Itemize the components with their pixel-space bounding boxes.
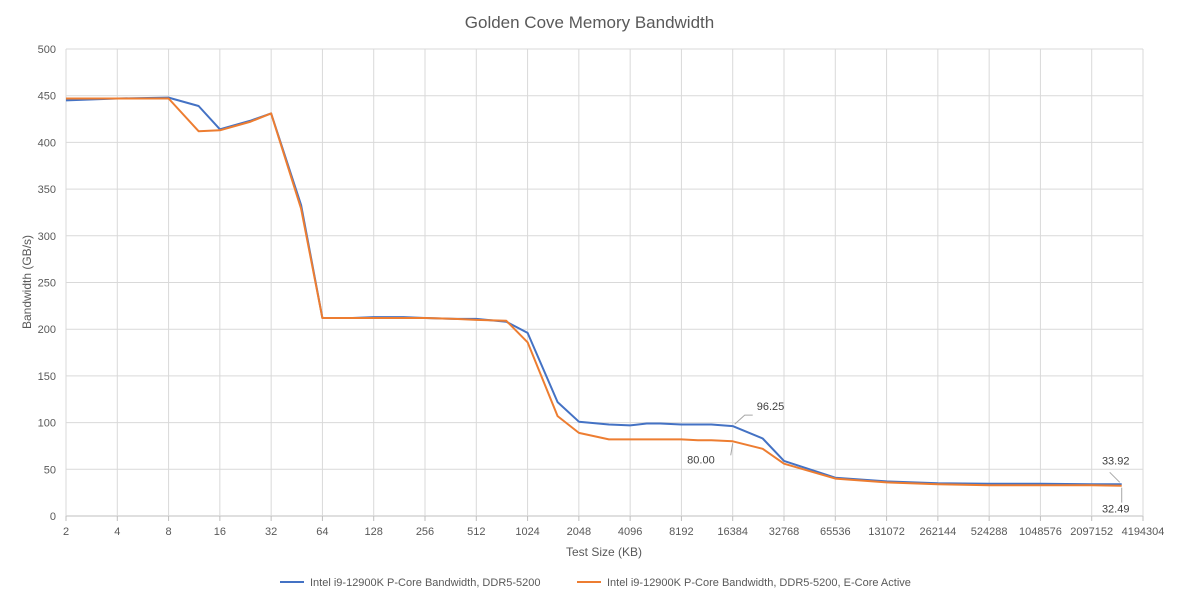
y-tick-label: 150 xyxy=(38,371,56,383)
y-tick-label: 200 xyxy=(38,324,56,336)
legend: Intel i9-12900K P-Core Bandwidth, DDR5-5… xyxy=(280,577,911,589)
y-tick-label: 500 xyxy=(38,44,56,56)
y-tick-label: 300 xyxy=(38,231,56,243)
x-tick-label: 1048576 xyxy=(1019,526,1062,538)
x-tick-label: 2 xyxy=(63,526,69,538)
x-axis-ticks: 2 4 8 16 32 64 128 256 512 1024 2048 4096 8192 16384 3… xyxy=(63,526,1164,538)
x-tick-label: 2097152 xyxy=(1070,526,1113,538)
y-tick-label: 0 xyxy=(50,511,56,523)
data-label-leader xyxy=(1109,471,1121,483)
y-tick-label: 50 xyxy=(44,464,56,476)
x-axis-label: Test Size (KB) xyxy=(566,545,642,559)
x-tick-label: 8 xyxy=(166,526,172,538)
chart-title: Golden Cove Memory Bandwidth xyxy=(465,13,714,32)
y-tick-label: 450 xyxy=(38,91,56,103)
data-label: 96.25 xyxy=(757,401,785,413)
series-lines xyxy=(65,96,1122,487)
x-tick-label: 1024 xyxy=(515,526,539,538)
data-label: 80.00 xyxy=(687,454,715,466)
x-tick-label: 131072 xyxy=(868,526,905,538)
series-line-1 xyxy=(65,96,1122,486)
x-tick-label: 32768 xyxy=(769,526,800,538)
x-tick-label: 32 xyxy=(265,526,277,538)
y-axis-ticks: 0 50 100 150 200 250 300 350 400 450 500 xyxy=(38,44,56,523)
x-tick-label: 4 xyxy=(114,526,120,538)
x-tick-label: 16384 xyxy=(717,526,748,538)
legend-label-2: Intel i9-12900K P-Core Bandwidth, DDR5-5… xyxy=(607,577,911,589)
y-tick-label: 100 xyxy=(38,418,56,430)
data-label-leader xyxy=(734,414,753,425)
x-tick-label: 4096 xyxy=(618,526,642,538)
x-tick-label: 262144 xyxy=(919,526,956,538)
x-tick-label: 128 xyxy=(365,526,383,538)
y-axis-label: Bandwidth (GB/s) xyxy=(20,235,34,329)
x-tick-label: 256 xyxy=(416,526,434,538)
x-tick-label: 524288 xyxy=(971,526,1008,538)
y-tick-label: 350 xyxy=(38,184,56,196)
x-tick-label: 512 xyxy=(467,526,485,538)
x-tick-label: 64 xyxy=(316,526,328,538)
x-tick-label: 16 xyxy=(214,526,226,538)
x-tick-label: 65536 xyxy=(820,526,851,538)
data-label: 33.92 xyxy=(1102,455,1130,467)
x-tick-label: 8192 xyxy=(669,526,693,538)
x-tick-label: 2048 xyxy=(567,526,591,538)
y-tick-label: 250 xyxy=(38,278,56,290)
data-labels: 96.25 80.00 33.92 32.49 xyxy=(687,401,1129,516)
data-label-leader xyxy=(730,443,734,456)
series-line-2 xyxy=(66,97,1122,487)
legend-label-1: Intel i9-12900K P-Core Bandwidth, DDR5-5… xyxy=(310,577,541,589)
grid xyxy=(65,48,1144,521)
x-tick-label: 4194304 xyxy=(1122,526,1165,538)
data-label: 32.49 xyxy=(1102,504,1130,516)
y-tick-label: 400 xyxy=(38,137,56,149)
